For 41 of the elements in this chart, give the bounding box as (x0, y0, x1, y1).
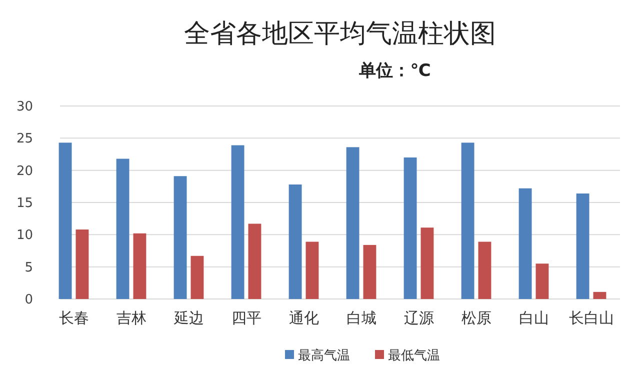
bar (288, 184, 302, 299)
x-tick-label: 长春 (58, 309, 89, 327)
x-tick-label: 延边 (172, 309, 204, 327)
chart-title: 全省各地区平均气温柱状图 (184, 19, 496, 49)
legend-label: 最高气温 (298, 348, 350, 364)
bar (231, 145, 244, 299)
x-tick-label: 白山 (518, 309, 549, 327)
bar (518, 188, 532, 299)
bar (576, 193, 590, 299)
bar (133, 233, 146, 299)
x-tick-label: 长白山 (568, 309, 614, 327)
bar (248, 224, 262, 299)
bar (478, 242, 492, 299)
bar (76, 230, 89, 299)
bar (190, 256, 204, 299)
bar (593, 292, 606, 299)
y-tick-label: 30 (16, 100, 33, 115)
bar (536, 264, 549, 299)
x-tick-label: 四平 (231, 309, 262, 327)
x-tick-label: 通化 (288, 309, 319, 327)
chart-subtitle: 单位：℃ (358, 61, 431, 81)
bar (58, 142, 72, 299)
bar (420, 228, 434, 299)
x-tick-label: 辽源 (404, 309, 434, 327)
legend-label: 最低气温 (388, 348, 440, 364)
bar (363, 244, 376, 299)
bar (404, 157, 417, 299)
y-tick-label: 10 (16, 228, 33, 244)
y-tick-label: 20 (16, 164, 33, 179)
y-tick-label: 25 (16, 132, 33, 147)
y-tick-label: 5 (24, 260, 33, 276)
bar (306, 242, 319, 299)
y-tick-label: 15 (16, 196, 33, 212)
bar (346, 147, 360, 299)
bar (461, 142, 474, 299)
x-tick-label: 白城 (346, 309, 376, 327)
bar (174, 176, 187, 299)
x-tick-label: 吉林 (116, 309, 146, 327)
x-tick-label: 松原 (461, 309, 492, 327)
bar (116, 158, 130, 299)
y-tick-label: 0 (24, 292, 33, 308)
